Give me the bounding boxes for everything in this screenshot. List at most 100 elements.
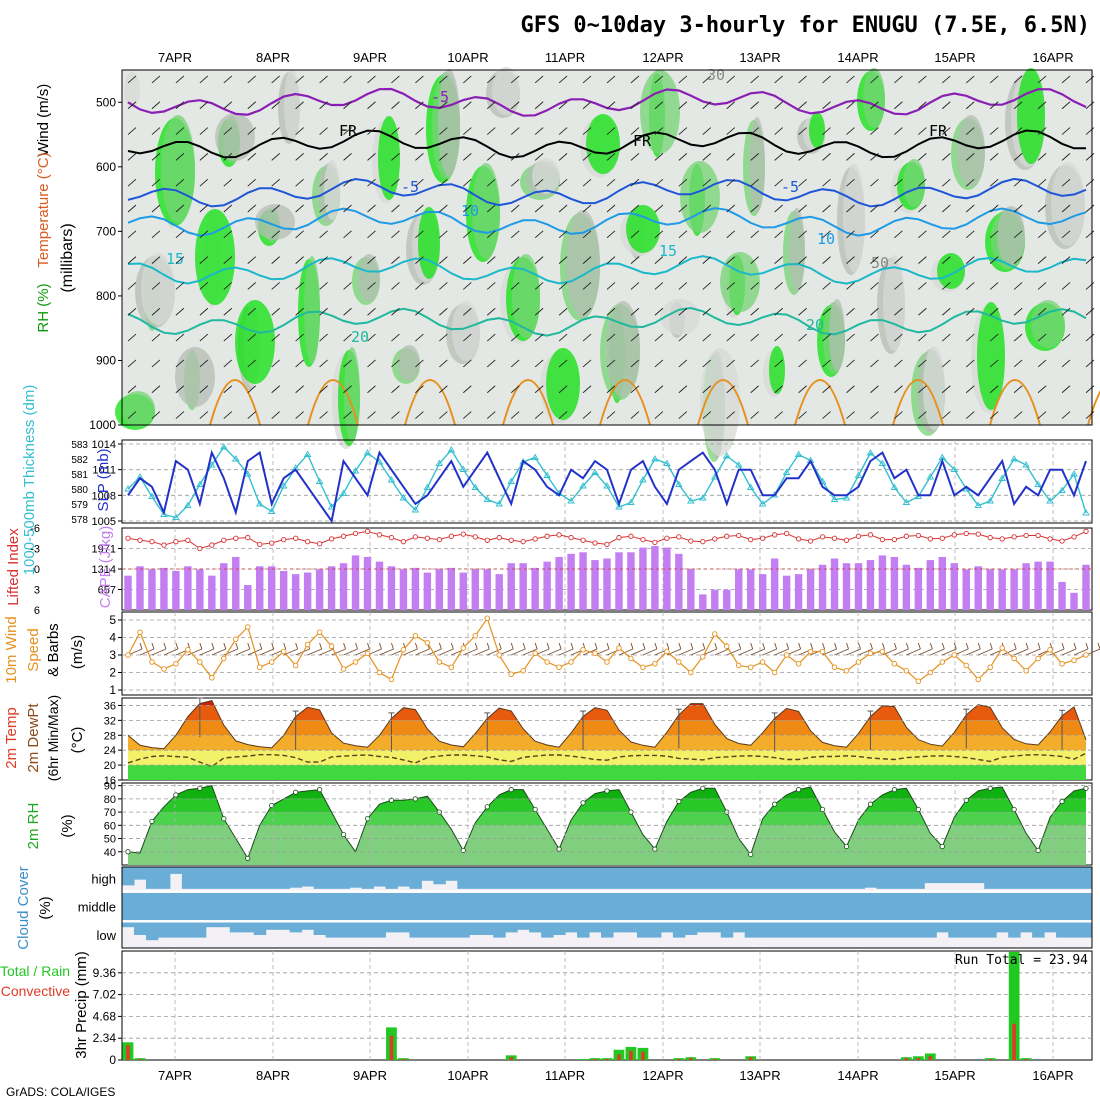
lifted-index-point: [352, 530, 359, 537]
cloud-bar-low: [1008, 922, 1021, 938]
cloud-bar-low: [1056, 922, 1069, 938]
lifted-index-point: [173, 539, 179, 545]
cape-bar: [675, 553, 683, 610]
wind-barb: [582, 359, 592, 368]
cape-bar: [411, 567, 420, 610]
wind-barb: [870, 282, 879, 290]
lifted-index-point: [963, 530, 969, 537]
wind-barb: [774, 411, 783, 419]
pressure-level-tick-label: 800: [96, 289, 116, 303]
cape-bar: [543, 561, 551, 610]
wind-barb: [798, 127, 807, 135]
wind-barb: [726, 385, 736, 394]
slp-line: [127, 449, 1087, 524]
cape-bar: [579, 552, 587, 610]
wind-barb: [223, 385, 233, 394]
wind-barb: [846, 307, 855, 316]
cloud-bar-middle: [589, 893, 602, 920]
wind-speed-point: [268, 659, 275, 665]
thickness-point: [196, 480, 204, 487]
wind-barb: [534, 385, 544, 394]
contour-label: 20: [806, 316, 824, 334]
cloud-bar-high: [565, 867, 578, 889]
wind-barb: [798, 282, 807, 290]
lifted-index-point: [724, 533, 730, 539]
wind-barb: [199, 307, 209, 316]
surface-wind-barb-feather: [798, 642, 802, 650]
bottom-date-label: 15APR: [934, 1068, 975, 1083]
cloud-bar-middle: [229, 893, 243, 920]
wind-barb: [582, 178, 592, 187]
thickness-point: [1046, 497, 1054, 504]
warm-contour: [404, 379, 456, 426]
wind-barb: [558, 230, 568, 239]
wind-barb: [439, 333, 448, 342]
wind-speed-point: [891, 661, 898, 667]
wind-barb: [798, 230, 807, 239]
cape-tick-label: 657: [98, 585, 116, 597]
thickness-point: [184, 501, 192, 508]
slp-label: SLP (mb): [95, 448, 112, 511]
lifted-index-point: [664, 535, 670, 541]
wind-barb: [678, 411, 688, 419]
lifted-index-point: [149, 539, 155, 545]
cloud-bar-middle: [696, 893, 710, 920]
surface-wind-barb: [714, 648, 729, 656]
temp-label-2: 2m DewPt: [25, 703, 42, 773]
cloud-bar-low: [1080, 922, 1093, 938]
wind-barb: [702, 178, 712, 187]
wind-barb: [989, 256, 999, 264]
rh-point: [221, 816, 227, 822]
wind-barb: [391, 411, 400, 419]
cloud-bar-low: [1044, 922, 1057, 933]
wind-speed-point: [927, 669, 934, 676]
wind-barb: [271, 127, 280, 135]
wind-barb: [247, 178, 257, 187]
cape-bar: [627, 552, 635, 610]
wind-speed-point: [939, 659, 946, 665]
cloud-bar-high: [1008, 867, 1021, 889]
wind-barb: [726, 256, 736, 264]
wind-barb: [127, 127, 137, 135]
cape-bar: [770, 558, 779, 610]
wind-barb: [702, 75, 712, 84]
wind-barb: [343, 411, 352, 419]
wind-barb: [774, 282, 783, 290]
thickness-tick-label: 583: [71, 440, 88, 451]
cloud-bar-low: [325, 922, 339, 938]
wind-barb: [343, 153, 352, 161]
surface-wind-barb-feather: [666, 642, 670, 650]
wind-barb: [127, 282, 137, 290]
wind-barb: [271, 307, 280, 316]
wind-barb: [558, 359, 568, 368]
warm-contour: [209, 379, 261, 426]
wind-barb: [1061, 307, 1071, 316]
wind-barb: [726, 333, 736, 342]
cloud-bar-high: [301, 867, 315, 887]
cloud-bar-high: [313, 867, 327, 889]
wind-barb: [1013, 204, 1023, 213]
cloud-bar-low: [541, 922, 554, 938]
cloud-bar-middle: [948, 893, 961, 920]
cloud-bar-middle: [684, 893, 698, 920]
wind-speed-point: [747, 664, 754, 671]
lifted-index-point: [137, 537, 143, 543]
wind-barb: [870, 256, 879, 264]
cape-tick-label: 1971: [92, 544, 116, 556]
cloud-bar-high: [517, 867, 530, 889]
wind-barb: [534, 153, 544, 161]
cloud-bar-middle: [529, 893, 542, 920]
wind-barb: [463, 307, 472, 316]
wind-barb: [1085, 333, 1095, 342]
wind-barb: [199, 178, 209, 187]
wind-barb: [846, 204, 855, 213]
wind-barb: [726, 75, 736, 84]
rh-shading-blob: [903, 159, 925, 207]
wind-speed-point: [1059, 661, 1065, 667]
cloud-bar-low: [936, 922, 949, 933]
wind-barb: [175, 256, 185, 264]
wind-barb: [965, 359, 975, 368]
wind-barb: [965, 75, 975, 84]
wind-barb: [606, 101, 616, 110]
cloud-bar-low: [720, 922, 734, 938]
